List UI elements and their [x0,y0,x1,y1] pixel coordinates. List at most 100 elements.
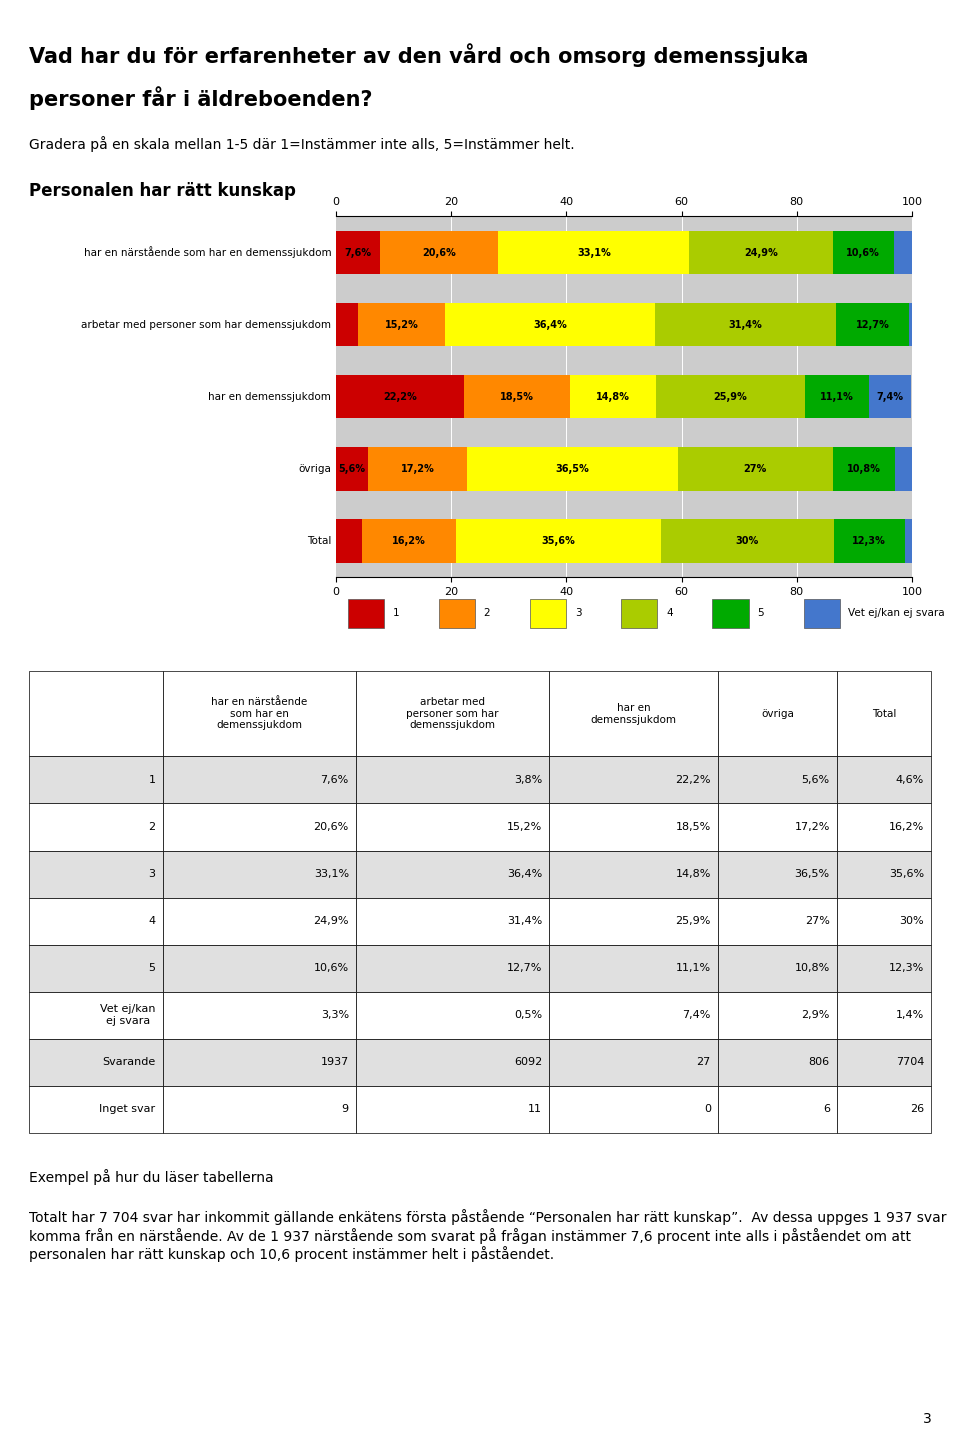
Text: 2,9%: 2,9% [802,1010,829,1020]
Bar [29,1039,162,1085]
Text: 20,6%: 20,6% [422,248,456,257]
Bar [356,850,549,898]
Bar [549,756,718,804]
Text: 24,9%: 24,9% [313,916,348,926]
Bar [833,519,904,563]
Text: Personalen har rätt kunskap: Personalen har rätt kunskap [29,182,296,199]
Text: 7,6%: 7,6% [321,775,348,785]
Text: Exempel på hur du läser tabellerna: Exempel på hur du läser tabellerna [29,1169,274,1185]
Bar [712,599,749,628]
Text: har en demenssjukdom: har en demenssjukdom [208,392,331,401]
Bar [356,1039,549,1085]
Text: arbetar med
personer som har
demenssjukdom: arbetar med personer som har demenssjukd… [406,697,499,730]
Text: Totalt har 7 704 svar har inkommit gällande enkätens första påstående “Personale: Totalt har 7 704 svar har inkommit gälla… [29,1209,947,1263]
Text: 36,5%: 36,5% [556,465,589,473]
Text: 12,7%: 12,7% [855,320,889,329]
Bar [837,1039,931,1085]
Bar [498,231,689,274]
Bar [369,447,468,491]
Text: 0,5%: 0,5% [514,1010,542,1020]
Text: arbetar med personer som har demenssjukdom: arbetar med personer som har demenssjukd… [82,320,331,329]
Bar [439,599,475,628]
Bar [356,991,549,1039]
Text: 9: 9 [342,1104,348,1114]
Text: 12,7%: 12,7% [507,962,542,973]
Text: Inget svar: Inget svar [99,1104,156,1114]
Text: 35,6%: 35,6% [541,537,575,545]
Bar [464,375,570,418]
Text: Svarande: Svarande [102,1058,156,1068]
Text: 4,6%: 4,6% [896,775,924,785]
Text: 30%: 30% [900,916,924,926]
Text: 22,2%: 22,2% [383,392,417,401]
Text: Vet ej/kan
ej svara: Vet ej/kan ej svara [100,1004,156,1026]
Text: 35,6%: 35,6% [889,869,924,879]
Bar [162,850,356,898]
Bar [162,671,356,756]
Text: 7,6%: 7,6% [345,248,372,257]
Text: 7704: 7704 [896,1058,924,1068]
Text: 1937: 1937 [321,1058,348,1068]
Bar [549,1085,718,1133]
Bar [162,991,356,1039]
Bar [718,1039,837,1085]
Bar [655,303,836,346]
Bar [837,850,931,898]
Bar [894,231,913,274]
Bar [549,804,718,850]
Text: 11,1%: 11,1% [820,392,853,401]
Text: 36,4%: 36,4% [534,320,567,329]
Text: har en närstående
som har en
demenssjukdom: har en närstående som har en demenssjukd… [211,697,307,730]
Bar [29,991,162,1039]
Text: personer får i äldreboenden?: personer får i äldreboenden? [29,87,372,111]
Text: 36,5%: 36,5% [795,869,829,879]
Bar [837,804,931,850]
Text: 11,1%: 11,1% [676,962,710,973]
Text: 30%: 30% [735,537,759,545]
Bar [356,671,549,756]
Bar [832,231,894,274]
Text: 18,5%: 18,5% [676,823,710,833]
Text: 1,4%: 1,4% [896,1010,924,1020]
Text: 36,4%: 36,4% [507,869,542,879]
Text: 12,3%: 12,3% [852,537,886,545]
Bar [837,1085,931,1133]
Text: 27%: 27% [744,465,767,473]
Bar [549,945,718,991]
Text: 18,5%: 18,5% [500,392,534,401]
Bar [833,447,896,491]
Bar [162,1085,356,1133]
Bar [718,1085,837,1133]
Text: 1: 1 [393,609,399,618]
Bar [358,303,445,346]
Bar [904,519,913,563]
Bar [29,945,162,991]
Text: 7,4%: 7,4% [876,392,903,401]
Bar [356,804,549,850]
Text: 25,9%: 25,9% [713,392,747,401]
Text: 10,6%: 10,6% [846,248,880,257]
Bar [456,519,660,563]
Text: 16,2%: 16,2% [889,823,924,833]
Bar [718,671,837,756]
Bar [468,447,678,491]
Text: 10,8%: 10,8% [795,962,829,973]
Text: 0: 0 [704,1104,710,1114]
Bar [549,671,718,756]
Bar [718,945,837,991]
Bar [380,231,498,274]
Bar [837,756,931,804]
Text: 33,1%: 33,1% [577,248,611,257]
Text: 5,6%: 5,6% [802,775,829,785]
Bar [336,231,380,274]
Text: 17,2%: 17,2% [794,823,829,833]
Bar [356,945,549,991]
Text: 15,2%: 15,2% [507,823,542,833]
Bar [162,1039,356,1085]
Text: 7,4%: 7,4% [683,1010,710,1020]
Text: 31,4%: 31,4% [729,320,762,329]
Text: 3: 3 [149,869,156,879]
Text: 10,6%: 10,6% [314,962,348,973]
Text: Total: Total [307,537,331,545]
Text: övriga: övriga [761,709,794,719]
